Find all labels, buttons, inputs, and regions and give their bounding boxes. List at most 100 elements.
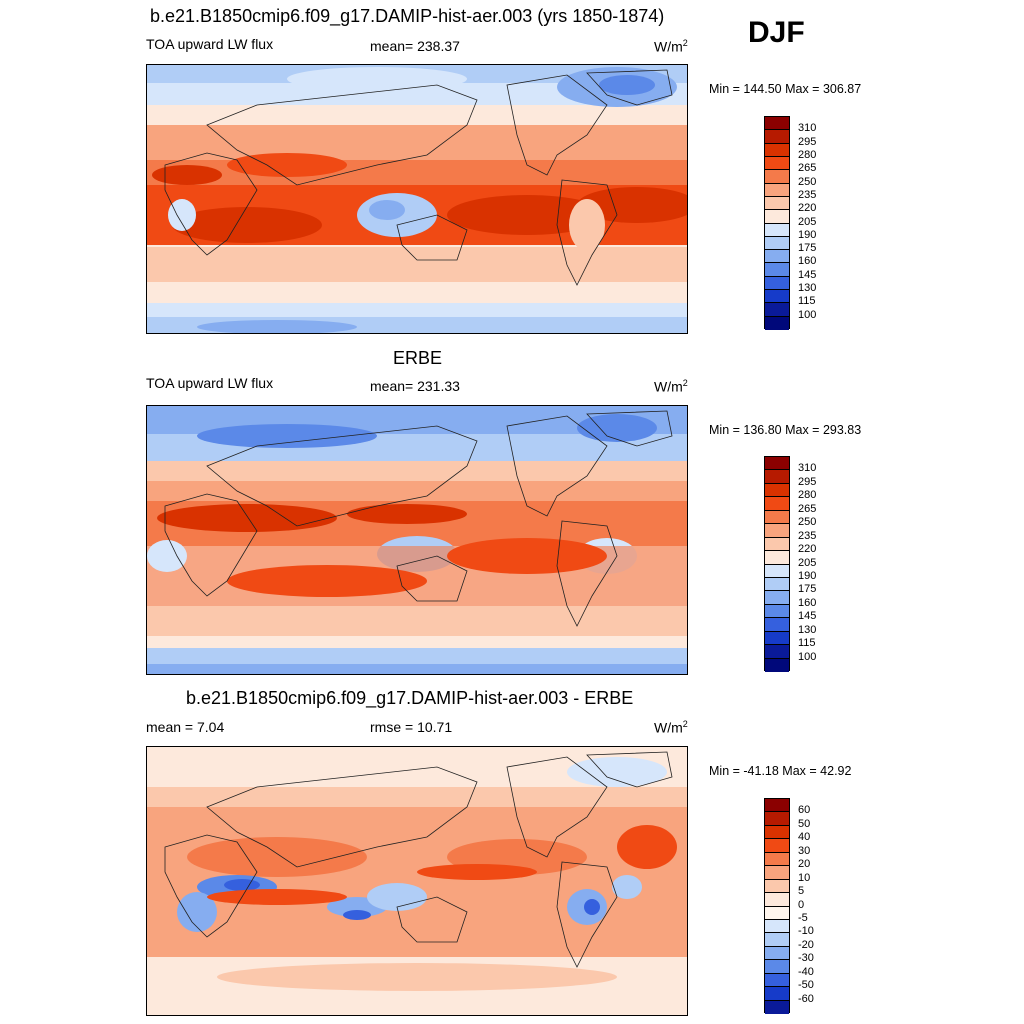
panel2-title: ERBE	[393, 348, 443, 368]
colorbar-swatch	[765, 457, 789, 471]
panel1-units-label: W/m2	[654, 38, 688, 55]
colorbar-tick-label: 100	[798, 308, 817, 321]
colorbar-swatch	[765, 1000, 789, 1014]
colorbar-swatch	[765, 960, 789, 974]
colorbar-swatch	[765, 839, 789, 853]
colorbar-swatch	[765, 170, 789, 184]
colorbar-swatch	[765, 604, 789, 619]
colorbar-swatch	[765, 825, 789, 840]
panel3-mean-label: mean = 7.04	[146, 719, 225, 735]
panel1-variable-label: TOA upward LW flux	[146, 36, 274, 52]
colorbar-tick-label: 100	[798, 650, 817, 663]
colorbar-swatch	[765, 276, 789, 291]
colorbar-tick-label: -10	[798, 925, 814, 938]
panel2-mean-label: mean= 231.33	[370, 378, 460, 394]
colorbar-swatch	[765, 973, 789, 988]
colorbar-swatch	[765, 577, 789, 592]
colorbar-swatch	[765, 946, 789, 961]
panel3-title: b.e21.B1850cmip6.f09_g17.DAMIP-hist-aer.…	[186, 688, 634, 708]
panel2-map	[146, 405, 688, 675]
colorbar-tick-label: 235	[798, 188, 817, 201]
panel1-mean-label: mean= 238.37	[370, 38, 460, 54]
colorbar-swatch	[765, 470, 789, 484]
colorbar-tick-label: 130	[798, 282, 817, 295]
colorbar-tick-label: -20	[798, 938, 814, 951]
colorbar-swatch	[765, 143, 789, 157]
colorbar-tick-label: 190	[798, 569, 817, 582]
colorbar-tick-label: 310	[798, 122, 817, 135]
panel1-map	[146, 64, 688, 334]
colorbar-tick-label: 50	[798, 817, 811, 830]
panel3-rmse-label: rmse = 10.71	[370, 719, 453, 735]
colorbar-tick-label: 145	[798, 268, 817, 281]
colorbar-swatch	[765, 812, 789, 826]
colorbar-swatch	[765, 117, 789, 131]
colorbar-tick-label: 250	[798, 175, 817, 188]
colorbar-tick-label: 235	[798, 529, 817, 542]
colorbar-swatch	[765, 483, 789, 498]
colorbar-tick-label: 205	[798, 556, 817, 569]
colorbar-tick-label: 280	[798, 489, 817, 502]
colorbar-swatch	[765, 919, 789, 934]
colorbar-tick-label: 0	[798, 898, 805, 911]
colorbar-tick-label: 295	[798, 135, 817, 148]
panel1-minmax-label: Min = 144.50 Max = 306.87	[709, 82, 862, 96]
colorbar-swatch	[765, 564, 789, 578]
colorbar-swatch	[765, 852, 789, 867]
colorbar-tick-label: 310	[798, 462, 817, 475]
colorbar-swatch	[765, 210, 789, 224]
colorbar-swatch	[765, 130, 789, 144]
colorbar-swatch	[765, 510, 789, 525]
colorbar-tick-label: 250	[798, 516, 817, 529]
colorbar-swatch	[765, 658, 789, 672]
colorbar-swatch	[765, 196, 789, 211]
colorbar-tick-label: 160	[798, 596, 817, 609]
colorbar-swatch	[765, 183, 789, 197]
colorbar-tick-label: -30	[798, 952, 814, 965]
colorbar-tick-label: 40	[798, 831, 811, 844]
colorbar-tick-label: 160	[798, 255, 817, 268]
panel2-colorbar	[764, 456, 790, 672]
colorbar-tick-label: -50	[798, 979, 814, 992]
panel3-units-label: W/m2	[654, 719, 688, 736]
colorbar-tick-label: 145	[798, 610, 817, 623]
colorbar-swatch	[765, 645, 789, 659]
colorbar-tick-label: -60	[798, 992, 814, 1005]
colorbar-tick-label: 175	[798, 242, 817, 255]
colorbar-tick-label: 130	[798, 623, 817, 636]
colorbar-tick-label: -40	[798, 965, 814, 978]
colorbar-tick-label: 30	[798, 844, 811, 857]
colorbar-tick-label: 10	[798, 871, 811, 884]
panel3-colorbar	[764, 798, 790, 1014]
colorbar-swatch	[765, 156, 789, 171]
colorbar-tick-label: 115	[798, 295, 816, 308]
panel1-colorbar	[764, 116, 790, 330]
colorbar-tick-label: 190	[798, 228, 817, 241]
colorbar-tick-label: 115	[798, 637, 816, 650]
colorbar-tick-label: -5	[798, 911, 808, 924]
colorbar-swatch	[765, 551, 789, 565]
colorbar-swatch	[765, 290, 789, 304]
colorbar-swatch	[765, 250, 789, 264]
colorbar-swatch	[765, 497, 789, 511]
colorbar-swatch	[765, 524, 789, 538]
colorbar-swatch	[765, 618, 789, 632]
season-label: DJF	[748, 16, 805, 49]
panel2-variable-label: TOA upward LW flux	[146, 375, 274, 391]
colorbar-tick-label: 265	[798, 502, 817, 515]
colorbar-tick-label: 220	[798, 202, 817, 215]
colorbar-swatch	[765, 591, 789, 605]
colorbar-swatch	[765, 631, 789, 646]
colorbar-tick-label: 205	[798, 215, 817, 228]
colorbar-swatch	[765, 223, 789, 237]
colorbar-tick-label: 280	[798, 148, 817, 161]
panel2-minmax-label: Min = 136.80 Max = 293.83	[709, 423, 862, 437]
colorbar-swatch	[765, 906, 789, 920]
colorbar-swatch	[765, 263, 789, 277]
colorbar-swatch	[765, 316, 789, 330]
colorbar-swatch	[765, 303, 789, 317]
colorbar-tick-label: 220	[798, 543, 817, 556]
colorbar-tick-label: 5	[798, 885, 805, 898]
colorbar-swatch	[765, 893, 789, 907]
panel2-units-label: W/m2	[654, 378, 688, 395]
